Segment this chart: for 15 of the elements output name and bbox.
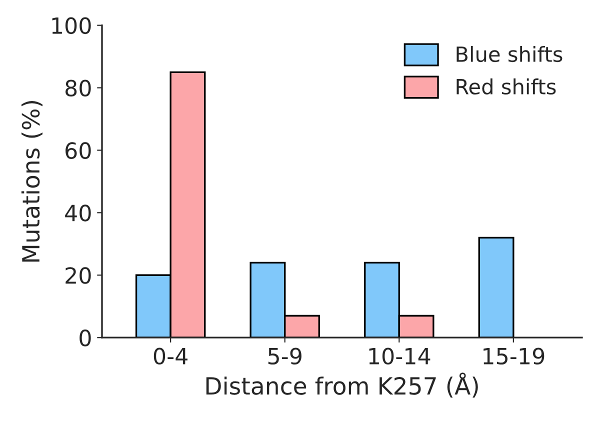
y-tick-label: 100 <box>52 17 91 34</box>
y-axis-title: Mutations (%) <box>21 101 43 262</box>
x-tick-label: 0-4 <box>154 348 188 365</box>
x-tick-label: 10-14 <box>369 348 430 365</box>
x-tick-label: 15-19 <box>484 348 544 365</box>
y-tick-label: 40 <box>65 204 91 222</box>
y-tick-label: 80 <box>66 80 91 97</box>
y-tick-label: 60 <box>66 142 91 159</box>
y-tick-label: 0 <box>80 330 91 346</box>
x-tick-label: 5-9 <box>268 348 302 365</box>
bar <box>478 236 514 338</box>
legend-label: Blue shifts <box>456 46 562 62</box>
x-axis-title: Distance from K257 (Å) <box>206 372 478 398</box>
y-tick-label: 20 <box>66 267 91 284</box>
legend-label: Red shifts <box>456 78 556 95</box>
